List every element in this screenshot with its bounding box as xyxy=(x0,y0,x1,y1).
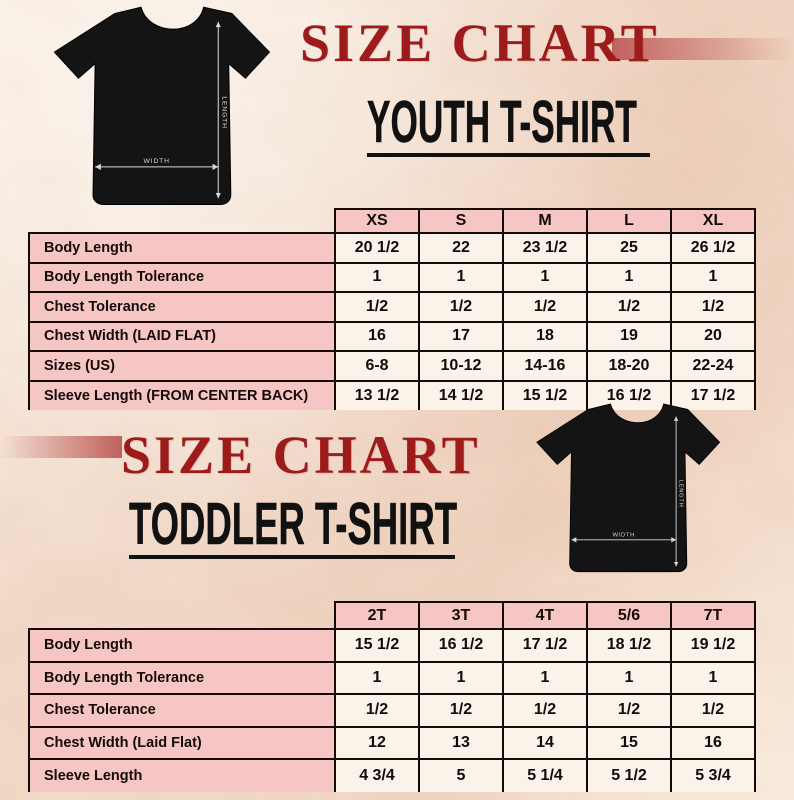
svg-text:LENGTH: LENGTH xyxy=(220,96,227,128)
svg-text:WIDTH: WIDTH xyxy=(613,533,635,539)
svg-text:WIDTH: WIDTH xyxy=(144,158,170,165)
svg-text:LENGTH: LENGTH xyxy=(678,480,684,508)
